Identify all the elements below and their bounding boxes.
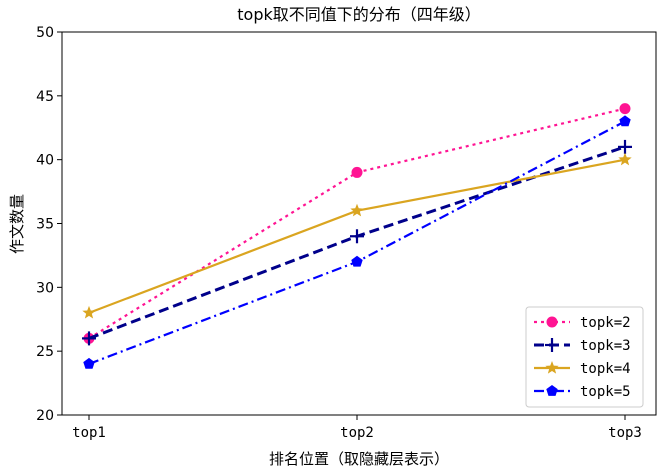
data-point	[82, 305, 96, 319]
legend: topk=2 topk=3 topk=4 topk=5	[525, 306, 644, 408]
y-tick-label: 50	[36, 25, 54, 41]
x-tick-label: top2	[340, 425, 374, 441]
y-tick-label: 30	[36, 280, 54, 296]
series-layer	[82, 103, 632, 369]
data-point	[351, 166, 363, 178]
y-tick-label: 20	[36, 408, 54, 424]
y-axis: 20 25 30 35 40 45 50	[36, 25, 62, 424]
y-tick-label: 40	[36, 153, 54, 169]
legend-label: topk=4	[580, 361, 631, 377]
x-tick-label: top1	[72, 425, 106, 441]
data-point	[619, 115, 631, 127]
data-point	[618, 139, 632, 154]
legend-label: topk=3	[580, 338, 631, 354]
legend-marker	[546, 316, 558, 328]
data-point	[619, 103, 631, 115]
x-axis: top1 top2 top3	[72, 415, 642, 441]
x-tick-label: top3	[608, 425, 642, 441]
y-tick-label: 35	[36, 217, 54, 233]
data-point	[350, 229, 364, 244]
data-point	[350, 203, 364, 217]
y-axis-label: 作文数量	[8, 194, 26, 254]
y-tick-label: 45	[36, 89, 54, 105]
legend-label: topk=5	[580, 384, 631, 400]
legend-marker	[545, 338, 559, 352]
y-tick-label: 25	[36, 344, 54, 360]
data-point	[82, 331, 96, 346]
series-topk=5	[83, 115, 631, 369]
chart-title: topk取不同值下的分布（四年级）	[237, 5, 481, 24]
data-point	[83, 357, 95, 369]
series-topk=4	[82, 152, 632, 319]
legend-label: topk=2	[580, 315, 631, 331]
legend-marker	[546, 385, 558, 396]
series-topk=3	[82, 139, 632, 346]
data-point	[351, 255, 363, 267]
data-point	[618, 152, 632, 166]
x-axis-label: 排名位置（取隐藏层表示）	[269, 450, 449, 468]
legend-box	[525, 306, 644, 408]
legend-marker	[545, 361, 559, 374]
